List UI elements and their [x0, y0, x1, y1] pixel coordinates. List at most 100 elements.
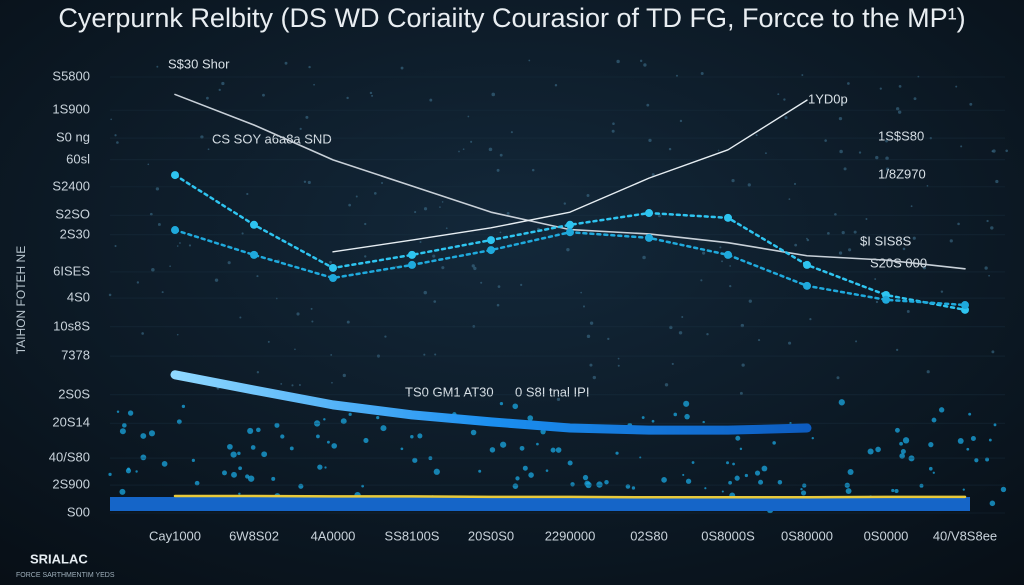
- speckle: [784, 116, 788, 120]
- speckle: [371, 94, 374, 97]
- speckle: [839, 149, 843, 154]
- y-tick-label: 7378: [61, 347, 90, 362]
- speckle: [841, 231, 845, 235]
- x-tick-label: 20S0S0: [468, 528, 514, 543]
- speckle: [874, 278, 877, 281]
- speckle: [1005, 149, 1008, 153]
- speckle: [639, 59, 643, 63]
- speckle: [681, 315, 684, 318]
- speckle: [800, 488, 803, 491]
- speckle: [731, 179, 735, 183]
- speckle: [962, 488, 965, 491]
- annotation: S20S 000: [870, 255, 927, 270]
- speckle: [522, 465, 528, 471]
- speckle: [758, 479, 764, 485]
- speckle: [151, 268, 155, 272]
- speckle: [960, 145, 963, 148]
- speckle: [294, 348, 296, 351]
- speckle: [801, 74, 804, 77]
- series-point: [566, 220, 574, 229]
- series-line: [332, 99, 808, 253]
- speckle: [110, 118, 113, 121]
- x-tick-label: 40/V8S8ee: [933, 528, 997, 543]
- speckle: [772, 441, 776, 445]
- speckle: [433, 300, 437, 303]
- speckle: [824, 139, 827, 142]
- speckle: [949, 239, 953, 243]
- speckle: [280, 434, 285, 439]
- x-tick-label: 0S0000: [864, 528, 909, 543]
- speckle: [777, 93, 780, 96]
- speckle: [512, 483, 519, 489]
- speckle: [311, 320, 314, 323]
- speckle: [631, 486, 636, 490]
- speckle: [836, 376, 840, 380]
- speckle: [289, 446, 294, 451]
- speckle: [683, 400, 690, 407]
- annotation: 1S$S80: [878, 128, 924, 143]
- speckle: [809, 317, 812, 321]
- series-point: [329, 263, 337, 272]
- speckle: [510, 131, 513, 134]
- speckle: [239, 316, 242, 319]
- speckle: [462, 148, 465, 151]
- speckle: [895, 107, 900, 111]
- speckle: [848, 248, 852, 252]
- speckle: [761, 465, 768, 472]
- series-point: [250, 220, 258, 229]
- speckle: [331, 443, 337, 449]
- speckle: [992, 149, 996, 153]
- speckle: [458, 150, 460, 153]
- annotation: S$30 Shor: [168, 56, 230, 71]
- speckle: [566, 247, 570, 252]
- speckle: [230, 451, 237, 458]
- speckle: [316, 434, 320, 439]
- speckle: [267, 340, 270, 343]
- series-point: [250, 250, 258, 259]
- speckle: [313, 83, 315, 86]
- speckle: [473, 266, 477, 271]
- speckle: [340, 418, 347, 425]
- x-tick-label: 02S80: [630, 528, 668, 543]
- speckle: [303, 180, 307, 183]
- series-point: [882, 295, 890, 304]
- speckle: [500, 441, 507, 448]
- speckle: [147, 163, 150, 166]
- speckle: [957, 438, 964, 444]
- speckle: [783, 98, 786, 101]
- speckle: [499, 231, 502, 234]
- speckle: [682, 473, 685, 476]
- speckle: [256, 275, 259, 278]
- speckle: [395, 265, 398, 268]
- speckle: [380, 425, 387, 432]
- speckle: [423, 207, 428, 211]
- speckle: [788, 341, 792, 345]
- speckle: [612, 122, 615, 125]
- speckle: [984, 266, 988, 270]
- speckle: [231, 471, 237, 478]
- speckle: [721, 260, 723, 263]
- speckle: [140, 454, 147, 461]
- speckle: [596, 481, 603, 488]
- speckle: [108, 293, 112, 297]
- speckle: [176, 245, 179, 247]
- speckle: [181, 404, 186, 409]
- speckle: [207, 148, 210, 151]
- speckle: [519, 445, 525, 451]
- speckle: [902, 437, 910, 444]
- speckle: [296, 312, 300, 316]
- speckle: [423, 353, 426, 356]
- speckle: [747, 183, 751, 187]
- speckle: [739, 447, 743, 451]
- speckle: [806, 238, 810, 242]
- speckle: [441, 201, 444, 203]
- speckle: [827, 231, 830, 235]
- speckle: [838, 399, 845, 406]
- speckle: [126, 467, 131, 471]
- speckle: [491, 92, 496, 97]
- speckle: [237, 451, 241, 456]
- speckle: [691, 461, 695, 464]
- speckle: [894, 488, 899, 494]
- x-tick-label: 6W8S02: [229, 528, 279, 543]
- speckle: [969, 102, 973, 106]
